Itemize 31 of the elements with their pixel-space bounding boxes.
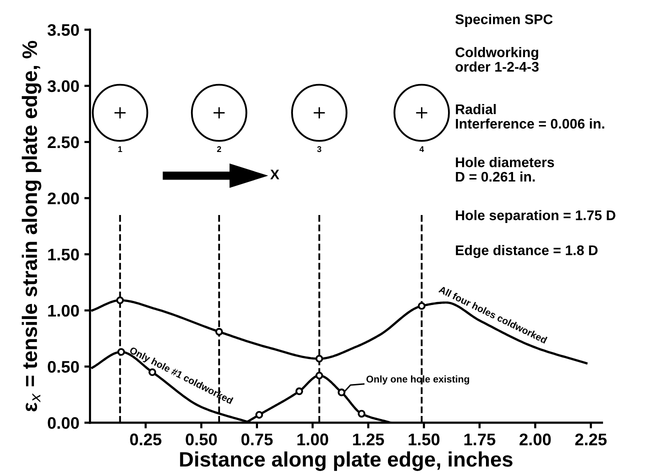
y-tick-label: 2.00 bbox=[48, 192, 79, 204]
y-tick-label: 1.00 bbox=[48, 304, 79, 317]
x-tick-label: 1.50 bbox=[408, 434, 440, 446]
annotation: 2 bbox=[217, 146, 222, 152]
text: Specimen SPC bbox=[455, 14, 553, 27]
x-tick-label: 2.00 bbox=[520, 434, 551, 446]
y-axis-title: ε$_{x}$ = tensile strain along plate edge, % bbox=[22, 40, 42, 412]
annotation: Hole diameters D = 0.261 in. bbox=[456, 157, 554, 182]
annotation: 3 bbox=[317, 146, 322, 152]
x-tick-label: 1.25 bbox=[353, 434, 384, 446]
y-tick-label: 3.50 bbox=[48, 24, 79, 36]
x-tick-label: 0.50 bbox=[186, 434, 217, 446]
annotation: Edge distance = 1.8 D bbox=[456, 245, 598, 258]
annotation: X bbox=[270, 170, 280, 180]
annotation: 4 bbox=[419, 146, 424, 152]
y-tick-label: 0.50 bbox=[48, 360, 79, 373]
y-tick-label: 2.50 bbox=[48, 136, 79, 148]
x-axis-title: Distance along plate edge, inches bbox=[180, 451, 512, 471]
annotation: Only one hole existing bbox=[366, 375, 470, 385]
annotation: Coldworking order 1-2-4-3 bbox=[456, 47, 539, 72]
x-tick-label: 0.75 bbox=[241, 434, 273, 446]
annotation: Hole separation = 1.75 D bbox=[456, 210, 616, 223]
x-tick-label: 2.25 bbox=[575, 434, 607, 446]
annotation: Radial Interference = 0.006 in. bbox=[456, 104, 604, 129]
x-tick-label: 1.00 bbox=[297, 434, 328, 446]
y-tick-label: 1.50 bbox=[48, 248, 79, 260]
y-tick-label: 3.00 bbox=[48, 80, 79, 92]
x-tick-label: 0.25 bbox=[130, 434, 162, 446]
annotation: 1 bbox=[118, 146, 122, 152]
x-tick-label: 1.75 bbox=[464, 434, 496, 446]
y-tick-label: 0.00 bbox=[48, 417, 79, 429]
